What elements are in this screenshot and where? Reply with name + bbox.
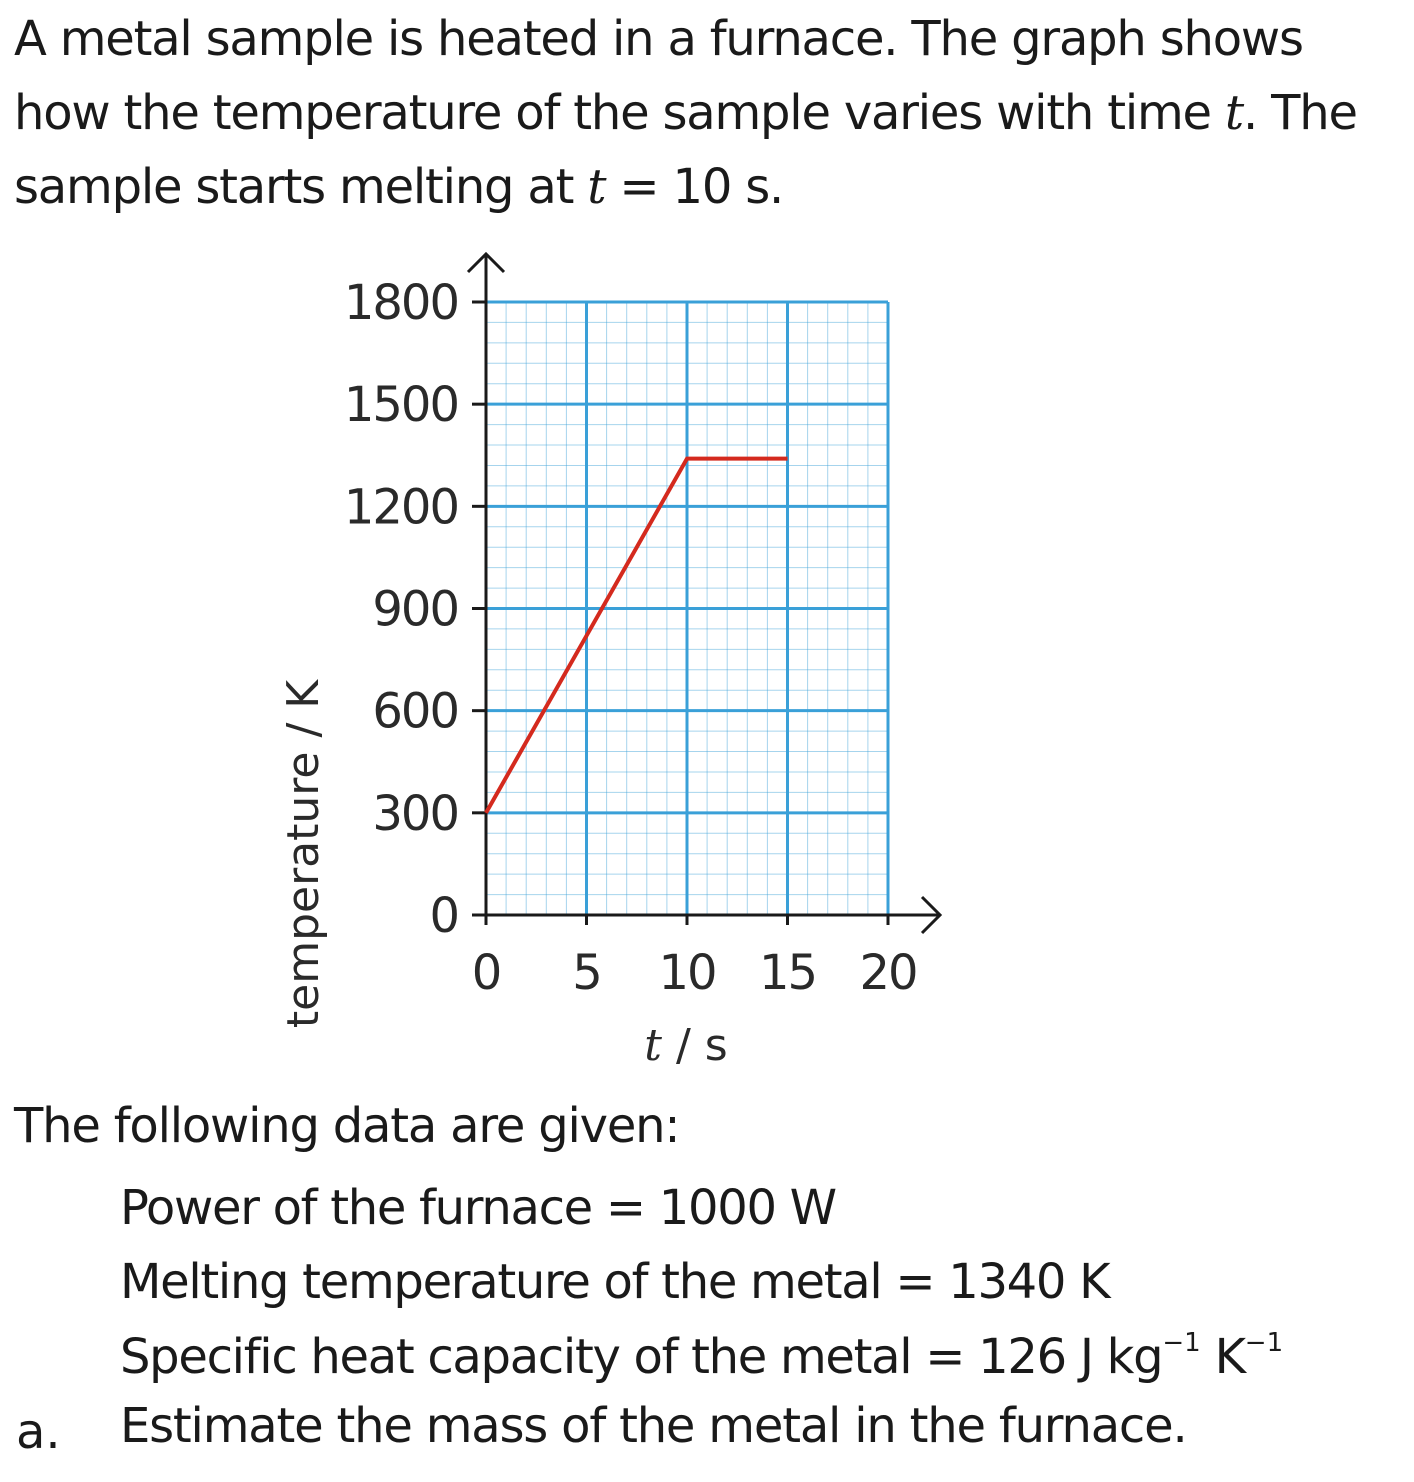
given-power: Power of the furnace = 1000 W — [120, 1180, 837, 1236]
data-series — [484, 456, 788, 814]
intro-line-2: how the temperature of the sample varies… — [14, 85, 1358, 141]
temperature-line — [484, 456, 788, 814]
problem-intro: A metal sample is heated in a furnace. T… — [14, 2, 1404, 224]
intro-line-3: sample starts melting at t = 10 s. — [14, 159, 784, 215]
given-heading: The following data are given: — [14, 1098, 681, 1154]
axes — [466, 251, 943, 935]
tick-labels: 0 300 600 900 1200 1500 1800 0 5 10 15 20 — [344, 275, 919, 1001]
intro-line-1: A metal sample is heated in a furnace. T… — [14, 11, 1304, 67]
given-specific-heat-capacity: Specific heat capacity of the metal = 12… — [120, 1328, 1284, 1385]
x-tick-label: 10 — [658, 945, 715, 1001]
y-tick-label: 600 — [372, 684, 458, 740]
temperature-time-chart: 0 300 600 900 1200 1500 1800 0 5 10 15 20 temperatu… — [278, 251, 943, 1071]
x-tick-label: 20 — [859, 945, 916, 1001]
y-axis-label: temperature / K — [278, 679, 329, 1028]
x-axis-arrow — [920, 895, 943, 935]
x-axis-label: t / s — [644, 1020, 727, 1071]
x-tick-label: 0 — [472, 945, 501, 1001]
y-tick-label: 1200 — [344, 479, 458, 535]
y-tick-label: 900 — [372, 582, 458, 638]
y-tick-label: 1500 — [344, 377, 458, 433]
y-tick-label: 300 — [372, 786, 458, 842]
y-tick-label: 1800 — [344, 275, 458, 331]
given-melting-temperature: Melting temperature of the metal = 1340 … — [120, 1254, 1111, 1310]
y-axis-arrow — [466, 251, 506, 274]
question-text: Estimate the mass of the metal in the fu… — [120, 1398, 1188, 1454]
x-tick-label: 5 — [572, 945, 601, 1001]
x-tick-label: 15 — [759, 945, 816, 1001]
question-letter: a. — [16, 1404, 61, 1460]
y-tick-label: 0 — [429, 888, 458, 944]
